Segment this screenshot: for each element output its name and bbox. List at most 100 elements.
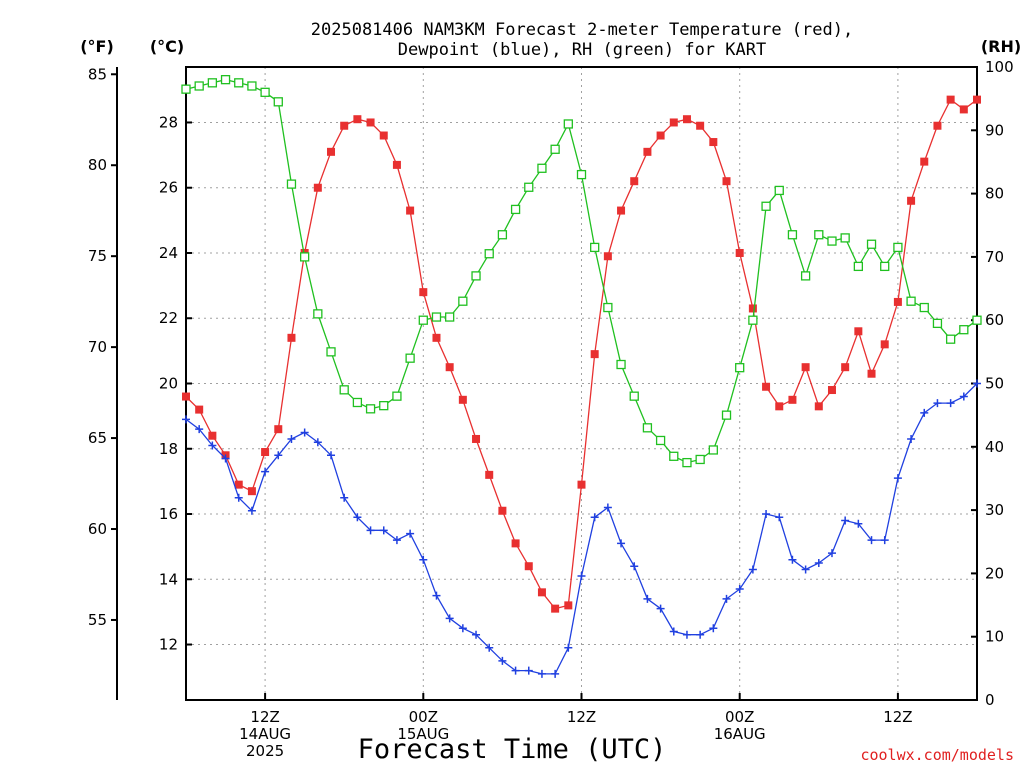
data-point xyxy=(893,242,903,253)
series xyxy=(181,75,982,678)
axes: 55 60 65 70 75 80 85 12 14 16 18 20 22 24 26 28 0 10 20 30 4… xyxy=(88,58,1014,760)
data-point xyxy=(590,242,600,253)
data-point xyxy=(656,604,665,613)
data-point xyxy=(537,163,547,173)
data-point xyxy=(379,131,388,140)
data-point xyxy=(827,549,836,558)
data-point xyxy=(234,480,243,489)
data-point xyxy=(722,177,731,186)
fahrenheit-tick-label: 70 xyxy=(88,338,107,356)
data-point xyxy=(696,630,705,639)
data-point xyxy=(458,395,467,404)
x-tick-label: 00Z xyxy=(409,708,438,726)
data-point xyxy=(195,425,204,434)
data-point xyxy=(432,591,441,600)
rh-tick-label: 10 xyxy=(985,628,1004,646)
data-point xyxy=(682,457,692,468)
data-point xyxy=(827,236,837,246)
data-point xyxy=(577,572,586,581)
data-point xyxy=(880,340,889,349)
rh-tick-label: 30 xyxy=(985,501,1004,519)
data-point xyxy=(682,115,691,124)
data-point xyxy=(748,315,758,325)
data-point xyxy=(709,138,718,147)
data-point xyxy=(973,95,981,104)
data-point xyxy=(313,309,323,319)
data-point xyxy=(274,451,283,460)
celsius-tick-label: 12 xyxy=(159,636,178,654)
celsius-tick-label: 22 xyxy=(159,309,178,327)
title-line-2: Dewpoint (blue), RH (green) for KART xyxy=(398,40,766,60)
data-point xyxy=(419,555,428,564)
data-point xyxy=(762,382,771,391)
title-line-1: 2025081406 NAM3KM Forecast 2-meter Tempe… xyxy=(311,20,853,40)
rh-tick-label: 80 xyxy=(985,185,1004,203)
data-point xyxy=(564,643,573,652)
rh-tick-label: 70 xyxy=(985,248,1004,266)
credit-text: coolwx.com/models xyxy=(860,746,1014,764)
data-point xyxy=(788,395,797,404)
data-point xyxy=(406,529,415,538)
data-point xyxy=(721,410,732,420)
data-point xyxy=(261,467,270,476)
x-tick-label: 12Z xyxy=(883,708,912,726)
celsius-tick-label: 18 xyxy=(159,440,178,458)
data-point xyxy=(775,513,784,522)
data-point xyxy=(524,666,533,675)
data-point xyxy=(893,297,902,306)
data-point xyxy=(498,506,507,515)
data-point xyxy=(379,401,389,411)
series-2-meter-temperature xyxy=(182,95,981,613)
data-point xyxy=(814,230,824,240)
data-point xyxy=(630,177,639,186)
data-point xyxy=(313,438,322,447)
data-point xyxy=(339,385,349,395)
data-point xyxy=(432,333,441,342)
data-point xyxy=(484,249,494,259)
data-point xyxy=(326,347,336,357)
data-point xyxy=(273,97,283,107)
data-point xyxy=(669,451,679,461)
data-point xyxy=(366,118,375,127)
data-point xyxy=(510,204,521,215)
data-point xyxy=(946,95,955,104)
celsius-tick-label: 20 xyxy=(159,375,178,393)
rh-tick-label: 20 xyxy=(985,564,1004,582)
data-point xyxy=(195,405,204,414)
data-point xyxy=(788,555,797,564)
data-point xyxy=(419,288,428,297)
rh-tick-label: 50 xyxy=(985,375,1004,393)
fahrenheit-tick-label: 80 xyxy=(88,156,107,174)
data-point xyxy=(656,131,665,140)
data-point xyxy=(327,451,336,460)
x-axis-title: Forecast Time (UTC) xyxy=(358,734,667,765)
data-point xyxy=(247,487,256,496)
data-point xyxy=(709,624,718,633)
data-point xyxy=(577,480,586,489)
data-point xyxy=(247,81,257,91)
data-point xyxy=(472,630,481,639)
data-point xyxy=(959,105,968,114)
data-point xyxy=(801,565,810,574)
data-point xyxy=(472,434,481,443)
data-point xyxy=(260,87,270,97)
data-point xyxy=(617,539,626,548)
data-point xyxy=(550,144,560,154)
data-point xyxy=(841,363,850,372)
data-point xyxy=(194,81,204,91)
data-point xyxy=(643,594,652,603)
data-point xyxy=(524,562,533,571)
x-tick-label: 16AUG xyxy=(714,725,766,743)
data-point xyxy=(365,404,376,414)
celsius-axis-label: (°C) xyxy=(150,37,184,56)
data-point xyxy=(972,315,982,325)
data-point xyxy=(907,196,916,205)
data-point xyxy=(353,115,362,124)
series-rh xyxy=(181,75,982,468)
data-point xyxy=(682,630,691,639)
data-point xyxy=(524,182,534,192)
data-point xyxy=(616,359,626,370)
x-tick-label: 14AUG xyxy=(239,725,291,743)
data-point xyxy=(445,614,454,623)
data-point xyxy=(511,666,520,675)
